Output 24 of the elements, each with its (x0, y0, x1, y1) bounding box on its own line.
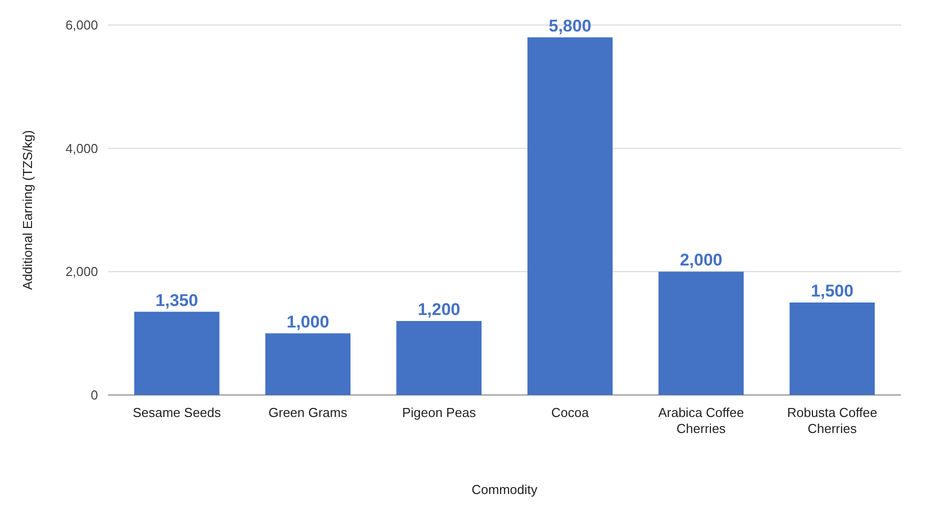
y-tick-label: 4,000 (65, 140, 98, 156)
bar (396, 321, 482, 395)
bar (527, 37, 613, 395)
x-tick-label: Sesame Seeds (132, 405, 222, 420)
x-tick-label: Arabica Coffee Cherries (658, 405, 744, 436)
data-label: 1,350 (156, 290, 198, 310)
bar (265, 333, 350, 395)
x-tick-label: Cocoa (551, 405, 590, 420)
y-tick-label: 6,000 (65, 18, 98, 33)
data-label: 5,800 (548, 16, 592, 36)
bar (790, 302, 875, 395)
data-label: 1,500 (810, 282, 854, 300)
data-label: 1,200 (418, 300, 460, 319)
x-tick-label: Robusta Coffee Cherries (787, 405, 878, 436)
y-axis-title: Additional Earning (TZS/kg) (20, 130, 35, 290)
y-tick-label: 2,000 (65, 264, 98, 280)
bar (134, 312, 220, 395)
y-tick-label: 0 (90, 388, 98, 403)
data-label: 1,000 (286, 312, 330, 332)
data-label: 2,000 (680, 250, 722, 270)
x-tick-label: Pigeon Peas (402, 405, 476, 420)
x-tick-label: Green Grams (268, 405, 348, 420)
bar (658, 272, 744, 395)
x-axis-title: Commodity (472, 482, 538, 497)
